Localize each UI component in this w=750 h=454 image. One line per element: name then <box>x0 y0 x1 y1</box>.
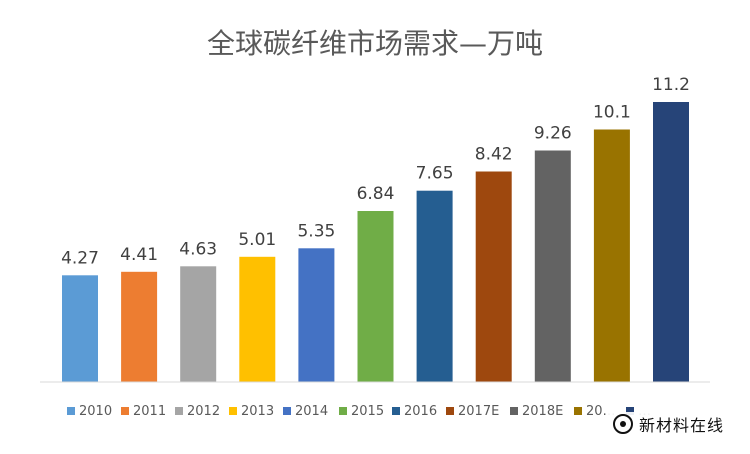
bar-2016 <box>416 190 453 382</box>
value-label-2010: 4.27 <box>61 248 99 268</box>
legend-label-2013: 2013 <box>241 404 274 419</box>
legend: 2010 2011 2012 2013 2014 2015 2016 2017E 2018E 20… <box>67 404 651 419</box>
legend-label-2017E: 2017E <box>458 404 499 419</box>
legend-swatch-2013 <box>229 407 237 415</box>
legend-item-2014: 2014 <box>283 404 328 419</box>
legend-label-2016: 2016 <box>404 404 437 419</box>
legend-item-2013: 2013 <box>229 404 274 419</box>
legend-swatch-2016 <box>392 407 400 415</box>
value-label-2020E: 11.2 <box>652 75 690 95</box>
value-label-2012: 4.63 <box>179 239 217 259</box>
legend-swatch-2012 <box>175 407 183 415</box>
bar-2017E <box>475 171 512 382</box>
legend-swatch-2018E <box>510 407 518 415</box>
legend-label-2014: 2014 <box>295 404 328 419</box>
legend-swatch-2020E <box>626 407 634 415</box>
legend-swatch-2015 <box>339 407 347 415</box>
legend-swatch-2019E <box>574 407 582 415</box>
legend-label-2015: 2015 <box>351 404 384 419</box>
bar-2019E <box>593 129 630 382</box>
bar-2018E <box>534 150 571 382</box>
legend-swatch-2010 <box>67 407 75 415</box>
value-label-2018E: 9.26 <box>534 124 572 144</box>
legend-item-2016: 2016 <box>392 404 437 419</box>
bar-2014 <box>298 248 335 383</box>
legend-item-2015: 2015 <box>339 404 384 419</box>
value-label-2016: 7.65 <box>416 164 454 184</box>
bar-2012 <box>180 266 217 382</box>
legend-label-2012: 2012 <box>187 404 220 419</box>
bar-2015 <box>357 211 394 382</box>
bars-group <box>62 102 689 383</box>
value-label-2014: 5.35 <box>297 221 335 241</box>
bar-2020E <box>653 102 689 382</box>
value-label-2017E: 8.42 <box>475 145 513 165</box>
watermark-text: 新材料在线 <box>638 416 724 435</box>
legend-item-2011: 2011 <box>121 404 166 419</box>
legend-label-2010: 2010 <box>79 404 112 419</box>
wechat-logo-icon <box>612 414 633 434</box>
legend-item-2018E: 2018E <box>510 404 563 419</box>
legend-item-2017E: 2017E <box>446 404 499 419</box>
watermark: 新材料在线 <box>606 412 730 436</box>
legend-label-2011: 2011 <box>133 404 166 419</box>
value-label-2019E: 10.1 <box>593 103 631 123</box>
legend-item-2010: 2010 <box>67 404 112 419</box>
bar-2010 <box>62 275 98 382</box>
legend-swatch-2017E <box>446 407 454 415</box>
legend-label-2018E: 2018E <box>522 404 563 419</box>
bar-2013 <box>239 256 276 383</box>
value-label-2011: 4.41 <box>120 245 158 265</box>
bar-2011 <box>121 271 158 383</box>
chart-title: 全球碳纤维市场需求—万吨 <box>207 27 543 60</box>
value-label-2015: 6.84 <box>357 184 395 204</box>
legend-swatch-2011 <box>121 407 129 415</box>
value-label-2013: 5.01 <box>238 230 276 250</box>
legend-item-2012: 2012 <box>175 404 220 419</box>
value-labels-group: 4.27 4.41 4.63 5.01 5.35 6.84 7.65 8.42 9.26 10.1… <box>61 75 690 268</box>
legend-swatch-2014 <box>283 407 291 415</box>
